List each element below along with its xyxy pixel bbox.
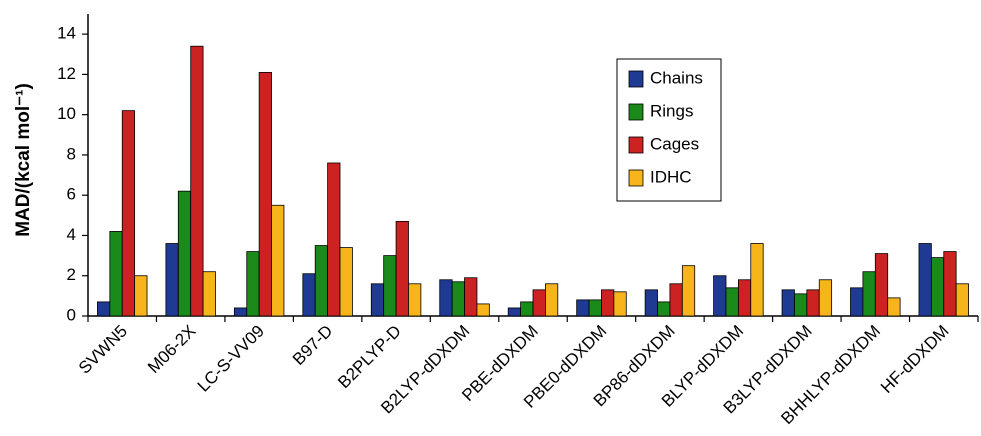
bar-rings-b3lyp-ddxdm bbox=[794, 293, 808, 317]
bar-idhc-bp86-ddxdm bbox=[681, 265, 696, 317]
x-tick-label: B97-D bbox=[289, 321, 337, 369]
bar-cages-svwn5 bbox=[121, 110, 136, 317]
x-tick-label: LC-S-VV09 bbox=[194, 321, 268, 395]
bar-rings-b97-d bbox=[314, 245, 329, 317]
bar-cages-lc-s-vv09 bbox=[258, 71, 272, 317]
bar-chains-b2plyp-d bbox=[370, 283, 385, 317]
bar-chains-pbe0-ddxdm bbox=[576, 299, 590, 317]
bar-idhc-lc-s-vv09 bbox=[271, 204, 285, 317]
bar-cages-b2plyp-d bbox=[395, 220, 409, 317]
bar-idhc-b2plyp-d bbox=[408, 283, 422, 317]
bar-idhc-blyp-ddxdm bbox=[750, 243, 764, 317]
bar-cages-pbe-ddxdm bbox=[532, 289, 546, 317]
legend-swatch-idhc bbox=[628, 169, 644, 187]
legend-label-chains: Chains bbox=[650, 68, 703, 87]
bar-rings-svwn5 bbox=[109, 231, 123, 317]
y-tick-label: 2 bbox=[67, 265, 76, 284]
bar-rings-b2lyp-ddxdm bbox=[451, 281, 465, 317]
bar-idhc-pbe-ddxdm bbox=[545, 283, 559, 317]
bar-chains-bp86-ddxdm bbox=[644, 289, 658, 317]
legend: Chains Rings Cages IDHC bbox=[616, 58, 722, 202]
bar-rings-m06-2x bbox=[177, 190, 192, 317]
bar-chains-b3lyp-ddxdm bbox=[781, 289, 795, 317]
bar-rings-pbe0-ddxdm bbox=[588, 299, 602, 317]
bar-idhc-b3lyp-ddxdm bbox=[818, 279, 833, 317]
bar-cages-bhhlyp-ddxdm bbox=[874, 253, 889, 317]
bar-chains-lc-s-vv09 bbox=[233, 307, 248, 317]
bar-rings-lc-s-vv09 bbox=[246, 251, 260, 317]
bar-idhc-b97-d bbox=[339, 247, 353, 317]
bar-cages-hf-ddxdm bbox=[943, 251, 957, 317]
x-tick-label: M06-2X bbox=[144, 321, 200, 377]
bar-cages-b2lyp-ddxdm bbox=[464, 277, 478, 317]
y-axis-label: MAD/(kcal mol⁻¹) bbox=[13, 83, 34, 237]
bar-cages-bp86-ddxdm bbox=[669, 283, 683, 317]
y-tick-label: 14 bbox=[57, 24, 76, 43]
bar-chains-bhhlyp-ddxdm bbox=[850, 287, 864, 317]
x-tick-label: HF-dDXDM bbox=[877, 321, 953, 397]
x-tick-label: B2PLYP-D bbox=[334, 321, 405, 392]
bar-idhc-b2lyp-ddxdm bbox=[476, 303, 490, 317]
legend-swatch-chains bbox=[628, 70, 644, 88]
bar-idhc-bhhlyp-ddxdm bbox=[887, 297, 901, 317]
y-tick-label: 12 bbox=[57, 64, 76, 83]
bar-rings-blyp-ddxdm bbox=[725, 287, 739, 317]
y-tick-label: 10 bbox=[57, 104, 76, 123]
legend-label-cages: Cages bbox=[650, 134, 699, 153]
y-tick-label: 4 bbox=[67, 225, 76, 244]
bar-cages-b97-d bbox=[327, 162, 341, 317]
bar-idhc-pbe0-ddxdm bbox=[613, 291, 627, 317]
bar-rings-hf-ddxdm bbox=[930, 257, 945, 317]
x-tick-label: SVWN5 bbox=[75, 321, 131, 377]
bar-idhc-svwn5 bbox=[134, 275, 148, 317]
legend-swatch-cages bbox=[628, 136, 644, 154]
bar-rings-pbe-ddxdm bbox=[520, 301, 534, 317]
bar-cages-m06-2x bbox=[190, 45, 204, 317]
legend-swatch-rings bbox=[628, 103, 644, 121]
y-tick-label: 8 bbox=[67, 144, 76, 163]
legend-label-rings: Rings bbox=[650, 101, 693, 120]
bar-cages-blyp-ddxdm bbox=[737, 279, 752, 317]
bar-rings-b2plyp-d bbox=[383, 255, 397, 317]
bar-chains-svwn5 bbox=[97, 301, 111, 317]
y-tick-label: 0 bbox=[67, 305, 76, 324]
bar-chains-b2lyp-ddxdm bbox=[439, 279, 453, 317]
bar-chains-hf-ddxdm bbox=[918, 243, 932, 317]
legend-label-idhc: IDHC bbox=[650, 167, 692, 186]
bar-rings-bhhlyp-ddxdm bbox=[862, 271, 876, 317]
y-tick-label: 6 bbox=[67, 185, 76, 204]
bar-chains-b97-d bbox=[302, 273, 316, 317]
bar-rings-bp86-ddxdm bbox=[657, 301, 671, 317]
bar-chains-blyp-ddxdm bbox=[713, 275, 727, 317]
bar-idhc-hf-ddxdm bbox=[955, 283, 969, 317]
bar-cages-b3lyp-ddxdm bbox=[806, 289, 820, 317]
bar-chains-pbe-ddxdm bbox=[507, 307, 522, 317]
bar-idhc-m06-2x bbox=[202, 271, 216, 317]
bar-cages-pbe0-ddxdm bbox=[601, 289, 615, 317]
bar-chains-m06-2x bbox=[165, 243, 179, 317]
